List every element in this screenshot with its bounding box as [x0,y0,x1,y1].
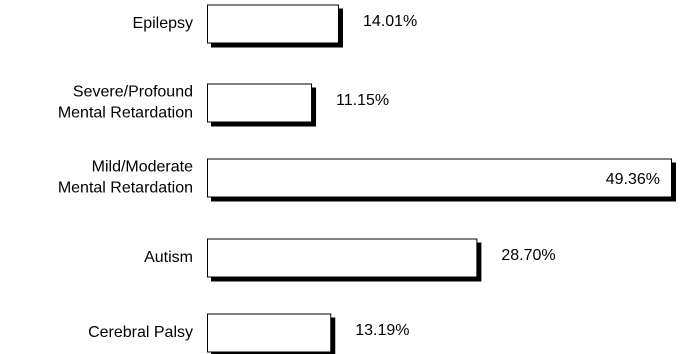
bar [207,158,672,198]
category-label: Cerebral Palsy [88,324,193,341]
category-label: Severe/Profound [73,84,193,101]
value-label: 11.15% [336,92,389,109]
category-label: Autism [144,249,193,266]
value-label: 49.36% [606,171,660,188]
category-label: Mental Retardation [58,180,193,197]
category-label: Mild/Moderate [92,159,193,176]
category-label: Epilepsy [133,15,193,32]
value-label: 13.19% [355,322,409,339]
bar [207,83,313,123]
value-label: 14.01% [363,13,417,30]
bar [207,313,332,353]
bar [207,4,339,44]
category-label: Mental Retardation [58,105,193,122]
bar [207,238,478,278]
value-label: 28.70% [501,247,555,264]
